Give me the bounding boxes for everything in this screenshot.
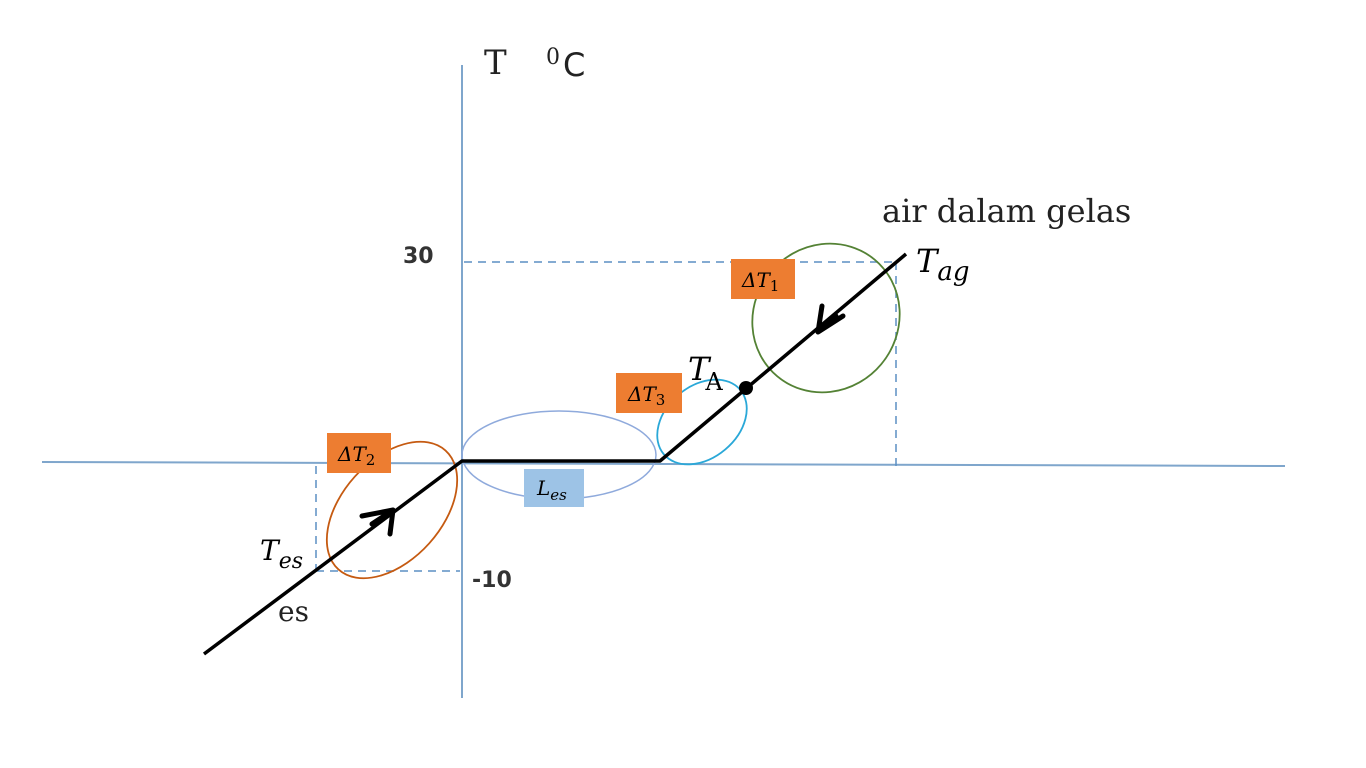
y-axis-unit: C	[563, 46, 585, 84]
ellipse-dt1	[751, 242, 901, 394]
tick-minus-10: -10	[472, 568, 512, 593]
process-line	[202, 252, 908, 656]
arrow-up-icon	[359, 507, 396, 537]
y-axis-title: T	[484, 43, 507, 83]
delta-t2-box: ΔT2	[327, 433, 391, 473]
t-ag-label: Tag	[916, 242, 970, 287]
t-a-label: TA	[688, 350, 723, 396]
equilibrium-point	[739, 381, 753, 395]
t-es-label: Tes	[260, 534, 303, 574]
arrow-down-icon	[815, 303, 846, 335]
svg-text:ΔT1: ΔT1	[741, 268, 779, 295]
y-axis-unit-degree: 0	[546, 45, 560, 70]
x-axis	[41, 461, 1286, 467]
delta-t3-box: ΔT3	[616, 373, 682, 413]
svg-text:ΔT2: ΔT2	[337, 442, 375, 469]
l-es-box: Les	[524, 469, 584, 507]
delta-t1-box: ΔT1	[731, 259, 795, 299]
svg-text:ΔT3: ΔT3	[627, 382, 665, 409]
water-label: air dalam gelas	[882, 192, 1131, 230]
ellipse-dt2	[325, 440, 459, 580]
svg-text:Les: Les	[536, 476, 567, 504]
ice-label: es	[278, 595, 309, 628]
tick-30: 30	[403, 244, 434, 269]
